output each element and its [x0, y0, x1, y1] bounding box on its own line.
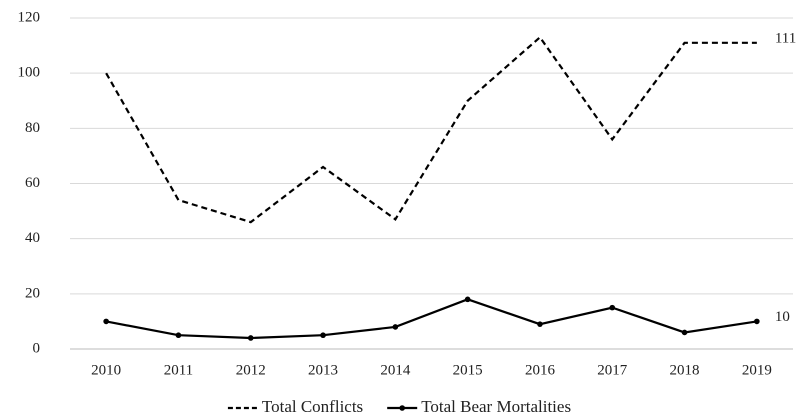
- point: [175, 332, 182, 339]
- y-tick-label: 100: [18, 65, 41, 81]
- legend-label: Total Bear Mortalities: [421, 397, 571, 416]
- series-line: [105, 298, 758, 340]
- legend-label: Total Conflicts: [262, 397, 363, 416]
- x-tick-label: 2016: [525, 362, 556, 378]
- y-tick-label: 0: [33, 340, 41, 356]
- series-line: [105, 35, 757, 224]
- y-tick-label: 60: [25, 175, 40, 191]
- x-tick-label: 2011: [164, 362, 193, 378]
- legend-marker: [399, 405, 405, 411]
- y-tick-label: 20: [25, 285, 40, 301]
- x-tick-label: 2012: [236, 362, 266, 378]
- data-label: 111: [775, 30, 796, 46]
- point: [392, 324, 399, 330]
- point: [247, 335, 254, 341]
- x-tick-label: 2010: [91, 362, 121, 378]
- y-tick-label: 120: [18, 9, 41, 25]
- point: [103, 318, 109, 325]
- x-tick-label: 2013: [308, 362, 338, 378]
- data-label: 10: [775, 309, 790, 325]
- point: [320, 332, 326, 339]
- point: [754, 318, 760, 325]
- point: [464, 296, 471, 303]
- y-tick-label: 40: [25, 230, 40, 246]
- point: [537, 321, 543, 327]
- x-tick-label: 2015: [453, 362, 483, 378]
- x-tick-label: 2018: [670, 362, 700, 378]
- x-tick-label: 2014: [380, 362, 411, 378]
- x-tick-label: 2017: [597, 362, 628, 378]
- point: [681, 329, 688, 336]
- point: [609, 304, 616, 311]
- y-tick-label: 80: [25, 120, 40, 136]
- x-tick-label: 2019: [742, 362, 772, 378]
